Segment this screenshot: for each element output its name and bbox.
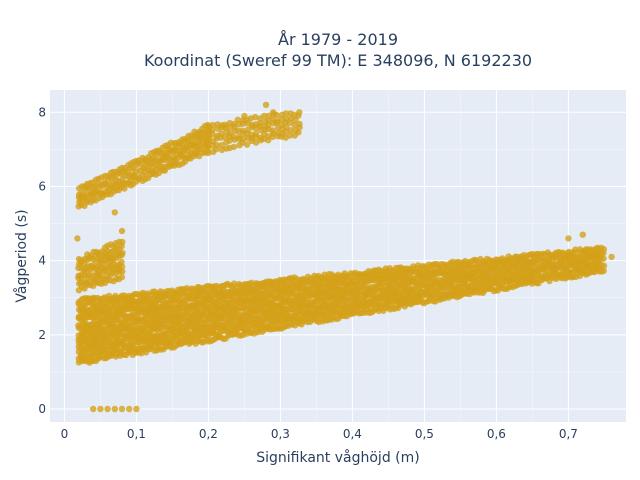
data-point [600, 267, 607, 275]
data-point [586, 253, 594, 261]
data-point [90, 405, 97, 413]
data-point [209, 127, 216, 134]
data-point [600, 246, 607, 253]
data-point [282, 110, 290, 117]
data-point [104, 405, 111, 413]
data-point [119, 249, 126, 256]
y-axis-ticks: 0 2 4 6 8 [38, 105, 46, 416]
data-points [74, 101, 615, 413]
data-point [241, 112, 248, 120]
data-point [118, 273, 126, 281]
data-point [218, 142, 225, 149]
data-point [579, 231, 586, 238]
data-point [262, 101, 270, 109]
data-point [118, 227, 126, 235]
data-point [572, 257, 579, 264]
data-point [252, 130, 260, 138]
data-point [204, 139, 211, 147]
data-point [261, 112, 268, 120]
data-point [213, 142, 220, 149]
x-axis-ticks: 0 0,1 0,2 0,3 0,4 0,5 0,6 0,7 [61, 427, 578, 441]
chart-title-line1: År 1979 - 2019 [278, 30, 398, 49]
data-point [230, 120, 238, 128]
x-axis-title: Signifikant våghöjd (m) [256, 449, 419, 466]
data-point [133, 405, 140, 413]
chart-title-line2: Koordinat (Sweref 99 TM): E 348096, N 61… [144, 51, 532, 70]
data-point [230, 143, 238, 151]
data-point [600, 262, 608, 269]
y-tick-label: 4 [38, 254, 46, 268]
data-point [243, 141, 251, 148]
data-point [97, 405, 104, 413]
data-point [296, 109, 303, 116]
data-point [269, 127, 276, 134]
data-point [111, 209, 119, 216]
data-point [594, 250, 601, 257]
x-tick-label: 0,1 [127, 427, 146, 441]
x-tick-label: 0,5 [415, 427, 434, 441]
data-point [286, 132, 294, 139]
data-point [209, 121, 216, 129]
data-point [121, 185, 128, 192]
data-point [291, 121, 298, 129]
data-point [270, 109, 277, 116]
y-tick-label: 8 [38, 105, 46, 119]
data-point [256, 119, 264, 127]
data-point [126, 405, 133, 413]
y-tick-label: 0 [38, 402, 46, 416]
data-point [295, 129, 302, 136]
data-point [74, 235, 81, 242]
x-tick-label: 0 [61, 427, 69, 441]
data-point [118, 258, 125, 266]
data-point [111, 405, 119, 413]
y-axis-title: Vågperiod (s) [13, 209, 30, 302]
data-point [118, 405, 126, 413]
data-point [119, 268, 126, 275]
x-tick-label: 0,3 [271, 427, 290, 441]
x-tick-label: 0,6 [487, 427, 506, 441]
data-point [119, 238, 126, 246]
data-point [600, 255, 607, 262]
data-point [252, 139, 260, 146]
data-point [296, 120, 303, 128]
data-point [565, 235, 572, 242]
data-point [252, 113, 259, 121]
data-point [234, 116, 241, 124]
y-tick-label: 2 [38, 328, 46, 342]
y-tick-label: 6 [38, 179, 46, 193]
x-tick-label: 0,2 [199, 427, 218, 441]
data-point [230, 133, 237, 141]
x-tick-label: 0,4 [343, 427, 362, 441]
data-point [608, 253, 615, 261]
data-point [287, 127, 294, 134]
x-tick-label: 0,7 [559, 427, 578, 441]
